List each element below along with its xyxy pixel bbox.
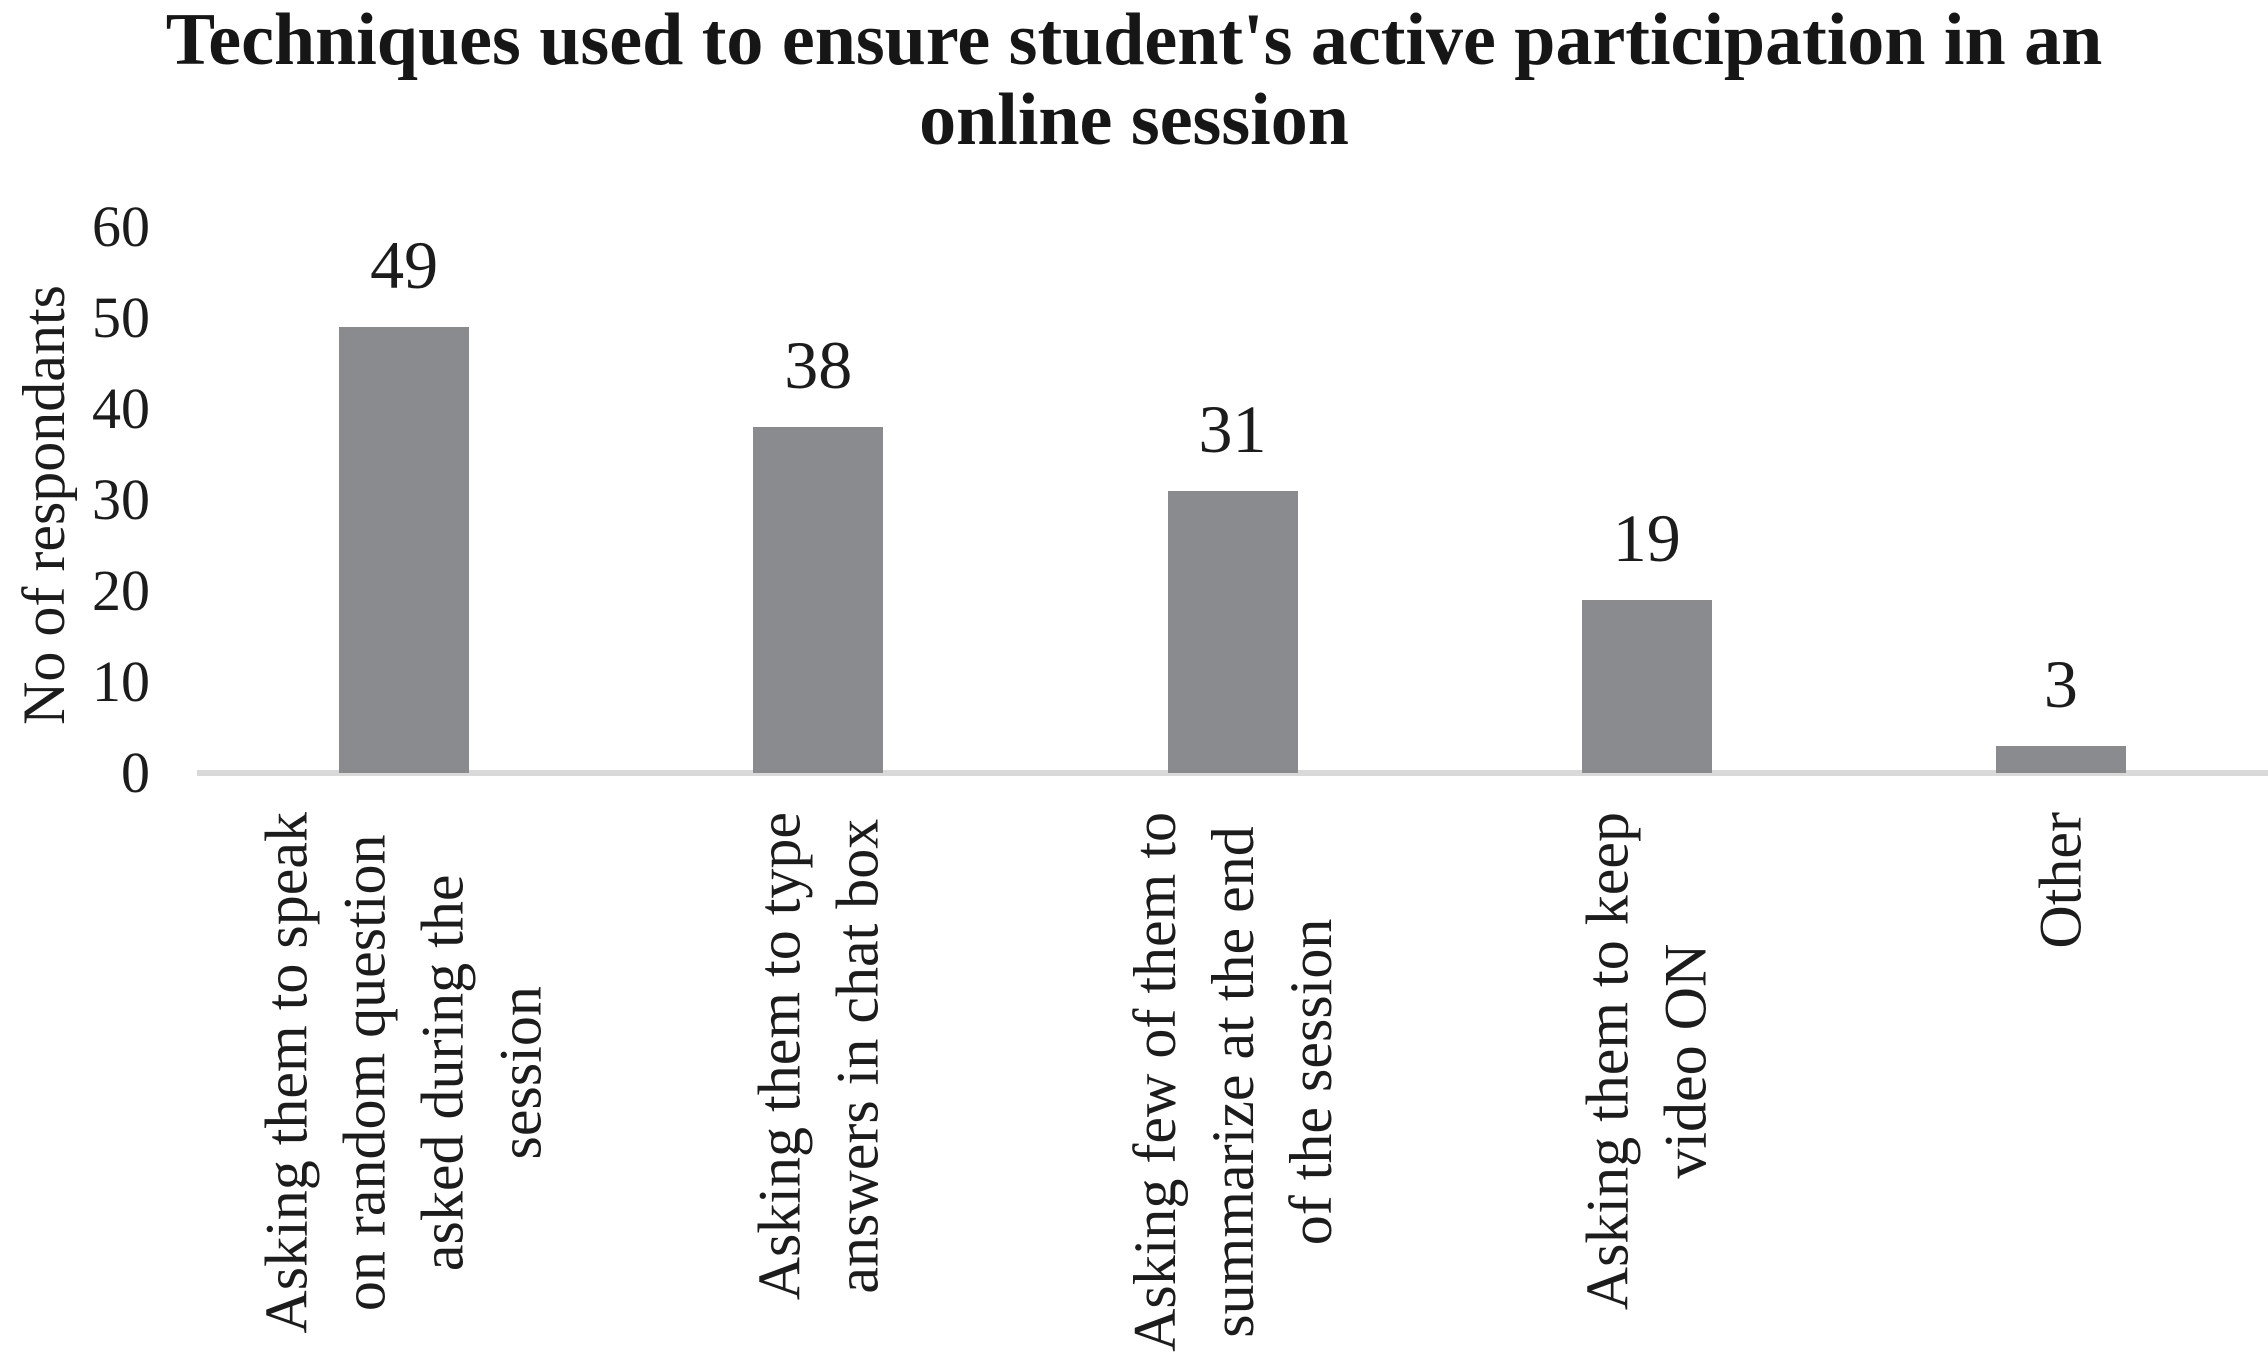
bar-value-label: 19 (1612, 500, 1681, 577)
chart-title-line2: online session (919, 79, 1349, 161)
x-category-label-text: Asking them to speak on random question … (254, 812, 555, 1334)
bar-speak-random-question (339, 327, 470, 773)
y-tick-label-60: 60 (92, 194, 150, 259)
x-category-label-text: Asking them to type answers in chat box (746, 812, 891, 1301)
x-category-label-text: Asking few of them to summarize at the e… (1121, 812, 1344, 1352)
bar-other (1995, 745, 2126, 773)
y-tick-label-50: 50 (92, 285, 150, 350)
bar-value-label: 3 (2043, 645, 2078, 722)
bar-value-label: 31 (1198, 390, 1267, 467)
x-category-label-text: Asking them to keep video ON (1574, 812, 1719, 1311)
y-tick-label-0: 0 (121, 740, 150, 805)
y-tick-label-20: 20 (92, 558, 150, 623)
bar-keep-video-on (1581, 600, 1712, 773)
y-tick-label-40: 40 (92, 376, 150, 441)
bar-value-label: 38 (784, 327, 853, 404)
chart-title: Techniques used to ensure student's acti… (0, 0, 2268, 160)
x-category-label-text: Other (2027, 812, 2094, 949)
y-tick-label-10: 10 (92, 649, 150, 714)
x-axis-baseline (197, 770, 2268, 776)
y-tick-label-30: 30 (92, 467, 150, 532)
bar-value-label: 49 (370, 227, 439, 304)
bar-type-answers-chat-box (753, 427, 884, 773)
chart-title-line1: Techniques used to ensure student's acti… (165, 0, 2103, 81)
bar-summarize-end-session (1167, 490, 1298, 773)
